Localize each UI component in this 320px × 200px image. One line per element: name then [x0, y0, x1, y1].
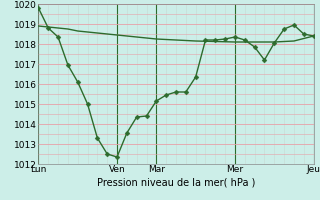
X-axis label: Pression niveau de la mer( hPa ): Pression niveau de la mer( hPa ) [97, 177, 255, 187]
